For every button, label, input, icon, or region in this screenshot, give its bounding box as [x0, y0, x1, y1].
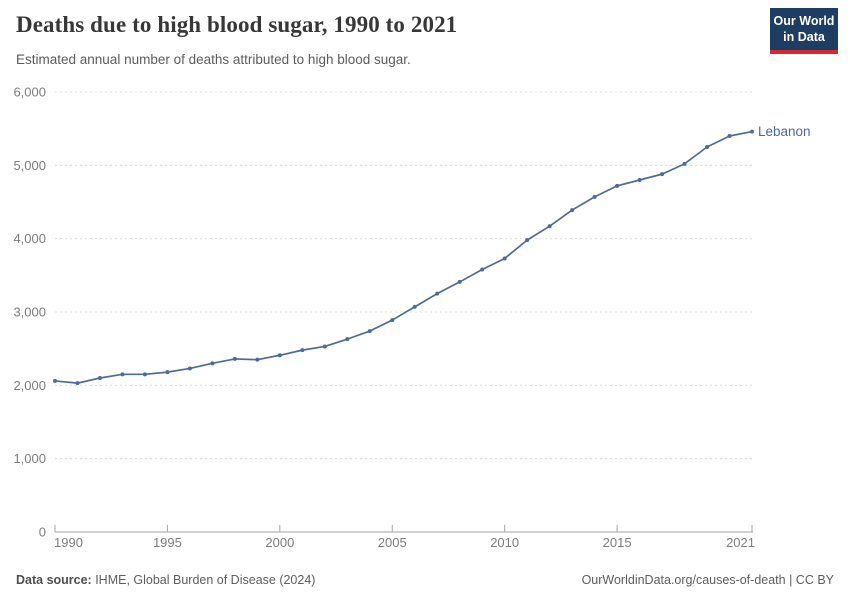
- owid-logo-line1: Our World: [773, 14, 835, 28]
- data-point: [142, 372, 147, 377]
- data-point: [682, 161, 687, 166]
- data-point: [435, 291, 440, 296]
- data-point: [345, 337, 350, 342]
- data-point: [53, 378, 57, 383]
- x-axis-tick-label: 1990: [54, 535, 83, 550]
- owid-logo[interactable]: Our World in Data: [770, 8, 838, 54]
- data-point: [232, 356, 237, 361]
- x-axis-tick-label: 1995: [153, 535, 182, 550]
- data-point: [187, 366, 192, 371]
- data-point: [97, 376, 102, 380]
- data-point: [457, 279, 462, 284]
- data-point: [210, 361, 215, 366]
- data-point: [547, 224, 552, 229]
- data-point: [412, 304, 417, 309]
- data-point: [615, 183, 620, 188]
- y-axis-tick-label: 2,000: [13, 378, 46, 393]
- data-point: [165, 370, 170, 375]
- data-point: [705, 145, 710, 149]
- data-point: [660, 172, 665, 177]
- data-point: [502, 256, 507, 261]
- owid-logo-line2: in Data: [783, 30, 825, 45]
- y-axis-tick-label: 4,000: [13, 231, 46, 246]
- data-point: [322, 344, 327, 349]
- chart-subtitle: Estimated annual number of deaths attrib…: [16, 52, 411, 67]
- data-point: [255, 357, 260, 362]
- data-point: [592, 194, 597, 199]
- x-axis-tick-label: 2015: [603, 535, 632, 550]
- data-point: [75, 381, 80, 386]
- data-point: [570, 208, 575, 213]
- data-point: [120, 372, 125, 377]
- x-axis-tick-label: 2005: [378, 535, 407, 550]
- y-axis-tick-label: 5,000: [13, 158, 46, 173]
- data-point: [300, 348, 305, 353]
- y-axis-tick-label: 1,000: [13, 451, 46, 466]
- data-source-text: IHME, Global Burden of Disease (2024): [91, 573, 316, 587]
- data-point: [277, 353, 282, 358]
- y-axis-tick-label: 0: [39, 525, 46, 540]
- data-point: [525, 238, 530, 243]
- y-axis-tick-label: 6,000: [13, 85, 46, 100]
- series-end-label: Lebanon: [758, 124, 811, 139]
- data-point: [727, 134, 732, 138]
- chart-title: Deaths due to high blood sugar, 1990 to …: [16, 12, 458, 37]
- x-axis-tick-label: 2021: [726, 535, 755, 550]
- data-source-label: Data source:: [16, 573, 92, 587]
- data-point: [637, 178, 642, 182]
- y-axis-tick-label: 3,000: [13, 305, 46, 320]
- data-point: [390, 318, 395, 323]
- data-point: [367, 329, 372, 334]
- data-point: [480, 267, 485, 272]
- owid-license-link[interactable]: OurWorldinData.org/causes-of-death | CC …: [581, 573, 834, 587]
- x-axis-tick-label: 2010: [490, 535, 519, 550]
- data-source-note: Data source: IHME, Global Burden of Dise…: [16, 573, 315, 587]
- data-point: [750, 129, 754, 134]
- series-line: [54, 130, 753, 384]
- x-axis-tick-label: 2000: [265, 535, 294, 550]
